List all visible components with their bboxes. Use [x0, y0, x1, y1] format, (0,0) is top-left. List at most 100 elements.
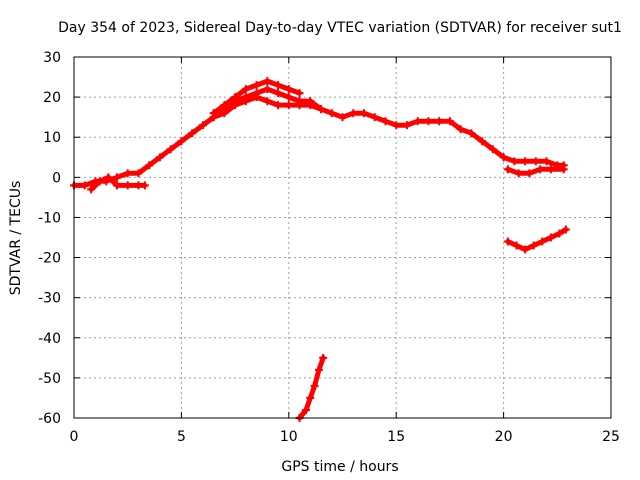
data-point [467, 129, 476, 138]
data-point [559, 165, 568, 174]
x-tick-label: 20 [495, 429, 513, 445]
data-point [445, 117, 454, 126]
data-point [112, 173, 121, 182]
data-point [284, 93, 293, 102]
data-point [231, 101, 240, 110]
data-point [402, 121, 411, 130]
data-point [488, 145, 497, 154]
y-tick-label: 10 [43, 130, 61, 146]
x-tick-label: 10 [280, 429, 298, 445]
data-point [80, 181, 89, 190]
data-point [521, 157, 530, 166]
data-point [546, 233, 555, 242]
x-tick-label: 15 [387, 429, 405, 445]
data-point [538, 237, 547, 246]
chart-title: Day 354 of 2023, Sidereal Day-to-day VTE… [58, 20, 622, 36]
data-point [252, 81, 261, 90]
data-point [542, 157, 551, 166]
y-axis-label: SDTVAR / TECUs [8, 181, 24, 296]
data-point [499, 153, 508, 162]
data-point [231, 93, 240, 102]
data-point [456, 125, 465, 134]
y-tick-label: 0 [52, 170, 61, 186]
data-point [274, 89, 283, 98]
y-tick-label: -50 [38, 371, 61, 387]
data-point [140, 181, 149, 190]
data-point [529, 241, 538, 250]
data-point [87, 185, 96, 194]
data-point [220, 109, 229, 118]
data-point [220, 101, 229, 110]
y-tick-label: 30 [43, 50, 61, 66]
data-point [104, 173, 113, 182]
data-point [177, 137, 186, 146]
data-point [555, 229, 564, 238]
data-point [123, 169, 132, 178]
data-point [145, 161, 154, 170]
data-point [263, 97, 272, 106]
x-tick-labels: 0 5 10 15 20 25 [70, 429, 620, 445]
data-point [319, 353, 328, 362]
data-point [295, 89, 304, 98]
data-point [155, 153, 164, 162]
data-point [435, 117, 444, 126]
data-point [503, 237, 512, 246]
data-point [413, 117, 422, 126]
grid [74, 57, 611, 418]
data-point [478, 137, 487, 146]
data-point [521, 245, 530, 254]
data-point [123, 181, 132, 190]
data-point [252, 93, 261, 102]
data-point [188, 129, 197, 138]
data-point [359, 109, 368, 118]
data-point [284, 101, 293, 110]
data-point [314, 365, 323, 374]
data-point [512, 241, 521, 250]
data-point [295, 101, 304, 110]
data-point [241, 85, 250, 94]
data-point [381, 117, 390, 126]
y-tick-label: -30 [38, 291, 61, 307]
data-point [306, 393, 315, 402]
x-axis-label: GPS time / hours [281, 459, 398, 475]
data-point [241, 97, 250, 106]
data-point [284, 85, 293, 94]
data-point [327, 109, 336, 118]
data-point [392, 121, 401, 130]
y-tick-label: 20 [43, 90, 61, 106]
data-point [536, 165, 545, 174]
tick-marks [73, 56, 612, 419]
data-point [338, 113, 347, 122]
data-series [70, 77, 570, 422]
x-tick-label: 5 [177, 429, 186, 445]
y-tick-label: -20 [38, 251, 61, 267]
data-point [546, 165, 555, 174]
data-point [198, 121, 207, 130]
data-point [263, 85, 272, 94]
data-point [274, 81, 283, 90]
data-point [510, 157, 519, 166]
data-point [95, 177, 104, 186]
data-point [561, 225, 570, 234]
data-point [349, 109, 358, 118]
y-tick-label: -40 [38, 331, 61, 347]
data-point [134, 169, 143, 178]
y-tick-labels: -60 -50 -40 -30 -20 -10 0 10 20 30 [38, 50, 61, 427]
x-tick-label: 0 [70, 429, 79, 445]
data-point [166, 145, 175, 154]
data-point [112, 181, 121, 190]
y-tick-label: -10 [38, 210, 61, 226]
y-tick-label: -60 [38, 411, 61, 427]
data-point [525, 169, 534, 178]
x-tick-label: 25 [602, 429, 620, 445]
data-point [301, 405, 310, 414]
plot-frame [73, 56, 612, 419]
data-point [209, 113, 218, 122]
data-point [274, 101, 283, 110]
data-point [531, 157, 540, 166]
data-point [306, 101, 315, 110]
data-point [514, 169, 523, 178]
data-point [310, 381, 319, 390]
data-point [503, 165, 512, 174]
